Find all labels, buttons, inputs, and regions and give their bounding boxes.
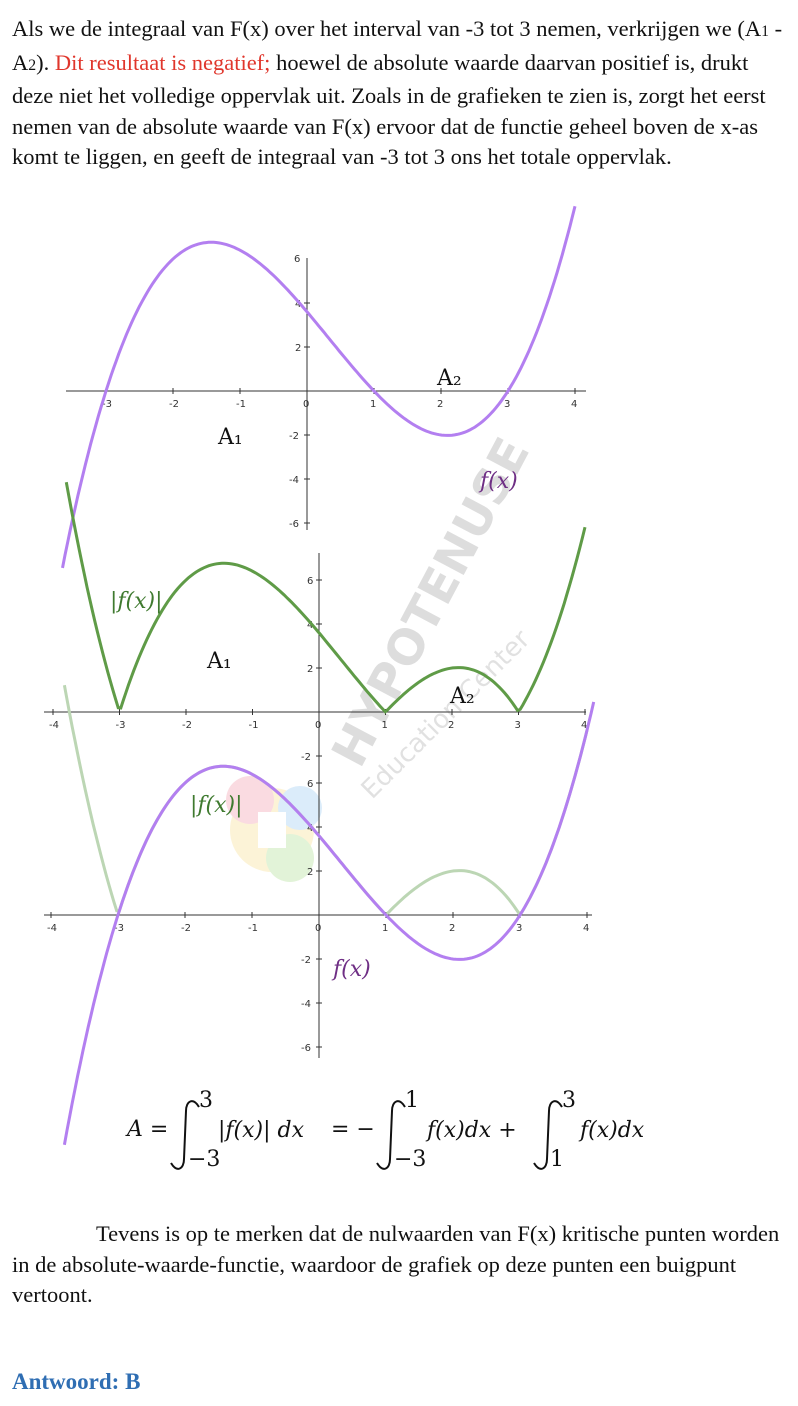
intro-text-3: ). [36,49,55,75]
g2-x-tick: 0 [315,720,321,731]
g3-x-tick: -1 [248,923,258,934]
intro-paragraph: Als we de integraal van F(x) over het in… [12,14,787,173]
g2-y-tick: 2 [307,664,313,675]
int3-upper: 3 [562,1088,576,1113]
g1-x-tick: -3 [102,399,112,410]
g1-x-tick: 0 [303,399,309,410]
graph-f: -3 -2 -1 0 1 2 3 4 4 2 -2 -4 -6 6 A₁ A₂ f(x) [61,205,586,569]
g3-f-curve [62,701,596,1146]
int1-upper: 3 [199,1088,213,1113]
int1-body: |f(x)| dx [218,1118,305,1143]
intro-sub-1: 1 [761,23,769,40]
g3-x-tick: -2 [181,923,191,934]
watermark: HYPOTENUSE Education Center [226,429,541,882]
int2-body: f(x)dx + [425,1118,517,1143]
g3-f-label: f(x) [331,957,371,982]
g1-x-tick: -2 [169,399,179,410]
g2-x-tick: 1 [382,720,388,731]
g3-x-tick: 0 [315,923,321,934]
g2-a1-label: A₁ [206,649,232,674]
intro-text-1: Als we de integraal van F(x) over het in… [12,16,762,41]
graph-abs-f: -4 -3 -2 -1 0 1 2 3 4 6 4 2 -2 A₁ A₂ |f(x)| [44,481,587,770]
g2-abs-curve [64,481,587,714]
int2-lower: −3 [394,1147,426,1172]
g3-y-tick: 6 [307,779,313,790]
g2-x-tick: -3 [116,720,126,731]
g3-y-tick: -4 [301,999,311,1010]
g3-x-tick: -3 [114,923,124,934]
integral-sign-1 [170,1100,200,1170]
g1-y-top-tick: 6 [294,254,300,265]
g2-y-tick: 6 [307,576,313,587]
g2-x-tick: -4 [49,720,59,731]
g1-y-tick: -2 [289,431,299,442]
formula-eq: = − [331,1117,375,1142]
g1-y-tick: -6 [289,519,299,530]
g1-y-tick: 2 [295,343,301,354]
g1-f-label: f(x) [478,469,518,494]
g1-x-tick: 3 [504,399,510,410]
graphs-figure: HYPOTENUSE Education Center -3 -2 -1 0 1 2 3 4 4… [44,205,596,1146]
g3-x-tick: 4 [583,923,589,934]
g2-y-tick: 4 [307,620,313,631]
intro-highlight: Dit resultaat is negatief; [54,49,271,75]
int3-body: f(x)dx [578,1118,645,1143]
intro-text-2: - A [12,16,783,75]
g1-a1-label: A₁ [217,425,243,450]
g3-y-tick: -6 [301,1043,311,1054]
g3-abs-curve [62,684,589,917]
g2-x-tick: -2 [182,720,192,731]
g3-y-tick: -2 [301,955,311,966]
int3-lower: 1 [550,1147,564,1172]
intro-sub-2: 2 [28,56,37,74]
g1-x-tick: -1 [236,399,246,410]
g1-y-tick: -4 [289,475,299,486]
g2-x-tick: 3 [515,720,521,731]
g3-x-tick: 3 [516,923,522,934]
g2-y-tick: -2 [301,752,311,763]
g3-x-tick: 2 [449,923,455,934]
g3-x-tick: -4 [47,923,57,934]
outro-paragraph: Tevens is op te merken dat de nulwaarden… [12,1221,780,1308]
formula-lhs: A = [125,1117,168,1142]
g2-x-tick: -1 [249,720,259,731]
intro-text-4: hoewel de absolute waarde daarvan positi… [12,49,766,170]
integral-sign-2 [376,1100,406,1170]
g2-a2-label: A₂ [449,684,475,709]
g1-x-tick: 1 [370,399,376,410]
g2-x-tick: 4 [581,720,587,731]
int1-lower: −3 [188,1147,220,1172]
graph-combined: -4 -3 -2 -1 0 1 2 3 4 6 4 2 -2 -4 -6 |f(x)| f(x) [44,684,596,1146]
integral-formula: A = 3 −3 |f(x)| dx = − 1 −3 f(x)dx + 3 1… [125,1088,645,1172]
g2-abs-label: |f(x)| [110,589,163,614]
g1-a2-label: A₂ [436,366,462,391]
g1-x-tick: 4 [571,399,577,410]
int2-upper: 1 [405,1088,419,1113]
g3-x-tick: 1 [382,923,388,934]
g3-abs-label: |f(x)| [190,793,243,818]
g1-y-tick: 4 [295,299,301,310]
g1-f-curve [61,205,577,569]
g2-x-tick: 2 [448,720,454,731]
g3-y-tick: 2 [307,867,313,878]
g3-y-tick: 4 [307,823,313,834]
integral-sign-3 [533,1100,563,1170]
g1-x-tick: 2 [437,399,443,410]
answer-label: Antwoord: B [12,1369,141,1394]
